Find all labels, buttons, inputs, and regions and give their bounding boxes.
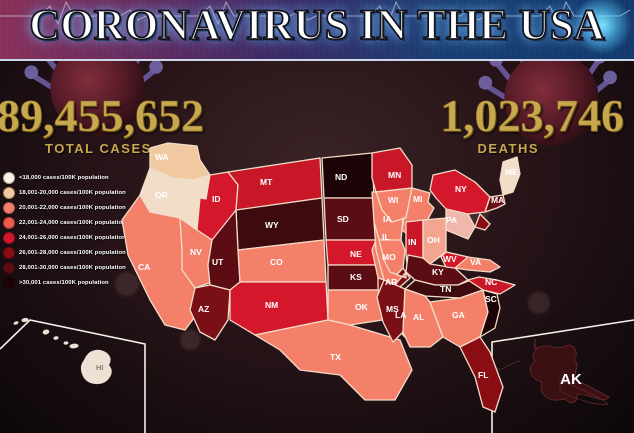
svg-text:WV: WV (443, 254, 457, 264)
svg-text:MS: MS (386, 304, 399, 314)
svg-text:AR: AR (385, 277, 397, 287)
svg-text:WA: WA (155, 152, 169, 162)
svg-text:AZ: AZ (198, 304, 209, 314)
svg-text:NV: NV (190, 247, 202, 257)
svg-text:UT: UT (212, 257, 224, 267)
svg-text:WY: WY (265, 220, 279, 230)
svg-text:KS: KS (350, 272, 362, 282)
svg-text:MO: MO (382, 252, 396, 262)
svg-text:ID: ID (212, 194, 221, 204)
svg-text:GA: GA (452, 310, 465, 320)
svg-text:IA: IA (383, 214, 392, 224)
svg-text:AL: AL (413, 312, 424, 322)
svg-text:NY: NY (455, 184, 467, 194)
svg-text:IL: IL (382, 232, 390, 242)
svg-text:OK: OK (355, 302, 369, 312)
svg-text:FL: FL (478, 370, 488, 380)
svg-text:NM: NM (265, 300, 278, 310)
svg-text:SD: SD (337, 214, 349, 224)
svg-text:NE: NE (350, 249, 362, 259)
svg-text:MN: MN (388, 170, 401, 180)
svg-text:VA: VA (470, 257, 481, 267)
svg-text:CO: CO (270, 257, 283, 267)
svg-text:NC: NC (485, 277, 497, 287)
svg-text:OH: OH (427, 235, 440, 245)
svg-text:CA: CA (138, 262, 150, 272)
svg-text:TX: TX (330, 352, 341, 362)
svg-text:TN: TN (440, 284, 451, 294)
svg-text:MA: MA (491, 195, 504, 205)
svg-text:KY: KY (432, 267, 444, 277)
svg-text:MT: MT (260, 177, 273, 187)
svg-text:SC: SC (485, 294, 497, 304)
svg-text:PA: PA (446, 215, 457, 225)
svg-text:WI: WI (388, 195, 398, 205)
svg-text:ND: ND (335, 172, 347, 182)
svg-text:MI: MI (413, 194, 422, 204)
svg-text:ME: ME (505, 167, 518, 177)
svg-text:IN: IN (408, 237, 417, 247)
svg-text:OR: OR (155, 190, 168, 200)
